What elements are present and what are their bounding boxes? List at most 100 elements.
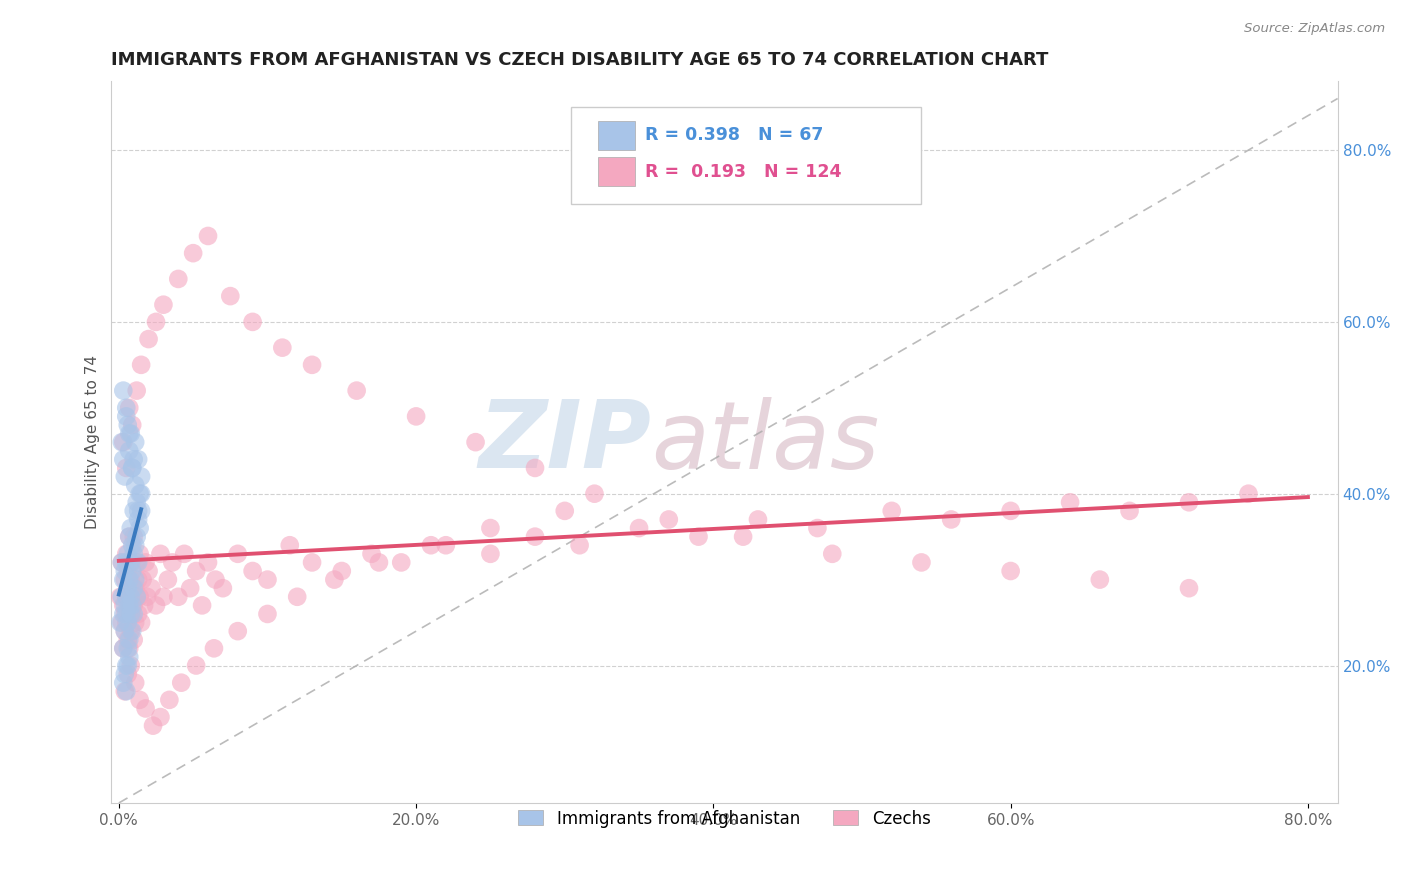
Point <box>135 701 157 715</box>
Point <box>821 547 844 561</box>
Legend: Immigrants from Afghanistan, Czechs: Immigrants from Afghanistan, Czechs <box>512 803 938 834</box>
Point <box>464 435 486 450</box>
Point <box>125 530 148 544</box>
Point <box>360 547 382 561</box>
Point <box>1237 486 1260 500</box>
Point <box>127 512 149 526</box>
Point <box>142 718 165 732</box>
FancyBboxPatch shape <box>598 121 636 150</box>
Point <box>122 452 145 467</box>
Point <box>125 590 148 604</box>
Point <box>167 272 190 286</box>
Point <box>162 556 184 570</box>
Point <box>124 573 146 587</box>
Point <box>114 667 136 681</box>
Point <box>120 590 142 604</box>
Point <box>115 547 138 561</box>
Point <box>204 573 226 587</box>
Point <box>118 632 141 647</box>
Point <box>112 641 135 656</box>
Point <box>242 315 264 329</box>
Point <box>129 469 152 483</box>
Point <box>127 556 149 570</box>
Point <box>179 581 201 595</box>
Point <box>149 710 172 724</box>
Point <box>125 590 148 604</box>
Point <box>122 632 145 647</box>
Point <box>197 229 219 244</box>
Point <box>138 332 160 346</box>
Point <box>256 573 278 587</box>
Point <box>323 573 346 587</box>
Point <box>1118 504 1140 518</box>
Point <box>121 599 143 613</box>
Point <box>127 573 149 587</box>
Point <box>184 564 207 578</box>
Point <box>114 469 136 483</box>
Point <box>122 530 145 544</box>
Point <box>121 461 143 475</box>
Point <box>181 246 204 260</box>
Point <box>117 564 139 578</box>
Point <box>121 607 143 621</box>
Point <box>212 581 235 595</box>
Point <box>118 641 141 656</box>
Point <box>120 607 142 621</box>
Point <box>141 581 163 595</box>
Point <box>1059 495 1081 509</box>
Point <box>120 573 142 587</box>
Point <box>114 573 136 587</box>
Point <box>554 504 576 518</box>
Point <box>127 607 149 621</box>
Point <box>131 573 153 587</box>
Point <box>256 607 278 621</box>
Point <box>124 478 146 492</box>
Point <box>111 556 134 570</box>
Point <box>117 658 139 673</box>
Point <box>434 538 457 552</box>
Point <box>118 599 141 613</box>
Point <box>112 599 135 613</box>
Point <box>122 581 145 595</box>
Point <box>479 521 502 535</box>
Point <box>747 512 769 526</box>
Point <box>120 426 142 441</box>
Point <box>145 315 167 329</box>
Point <box>121 417 143 432</box>
Point <box>524 530 547 544</box>
Point <box>122 607 145 621</box>
Point <box>278 538 301 552</box>
Point <box>112 573 135 587</box>
Point <box>115 590 138 604</box>
Point <box>112 641 135 656</box>
Point <box>118 649 141 664</box>
Point <box>117 417 139 432</box>
Point <box>330 564 353 578</box>
Point <box>115 461 138 475</box>
Point <box>910 556 932 570</box>
Point <box>124 435 146 450</box>
Point <box>125 556 148 570</box>
Point <box>129 504 152 518</box>
Point <box>115 615 138 630</box>
Point <box>127 504 149 518</box>
Point <box>129 486 152 500</box>
Point <box>111 556 134 570</box>
Point <box>114 607 136 621</box>
Point <box>111 435 134 450</box>
Point <box>127 452 149 467</box>
Point <box>115 409 138 424</box>
Point <box>120 556 142 570</box>
Point <box>110 615 132 630</box>
Point <box>115 658 138 673</box>
Point <box>118 401 141 415</box>
Point <box>941 512 963 526</box>
Point <box>117 615 139 630</box>
Point <box>118 573 141 587</box>
Point <box>197 556 219 570</box>
Point <box>117 547 139 561</box>
Point <box>583 486 606 500</box>
Point <box>114 624 136 639</box>
FancyBboxPatch shape <box>571 107 921 204</box>
Point <box>111 615 134 630</box>
